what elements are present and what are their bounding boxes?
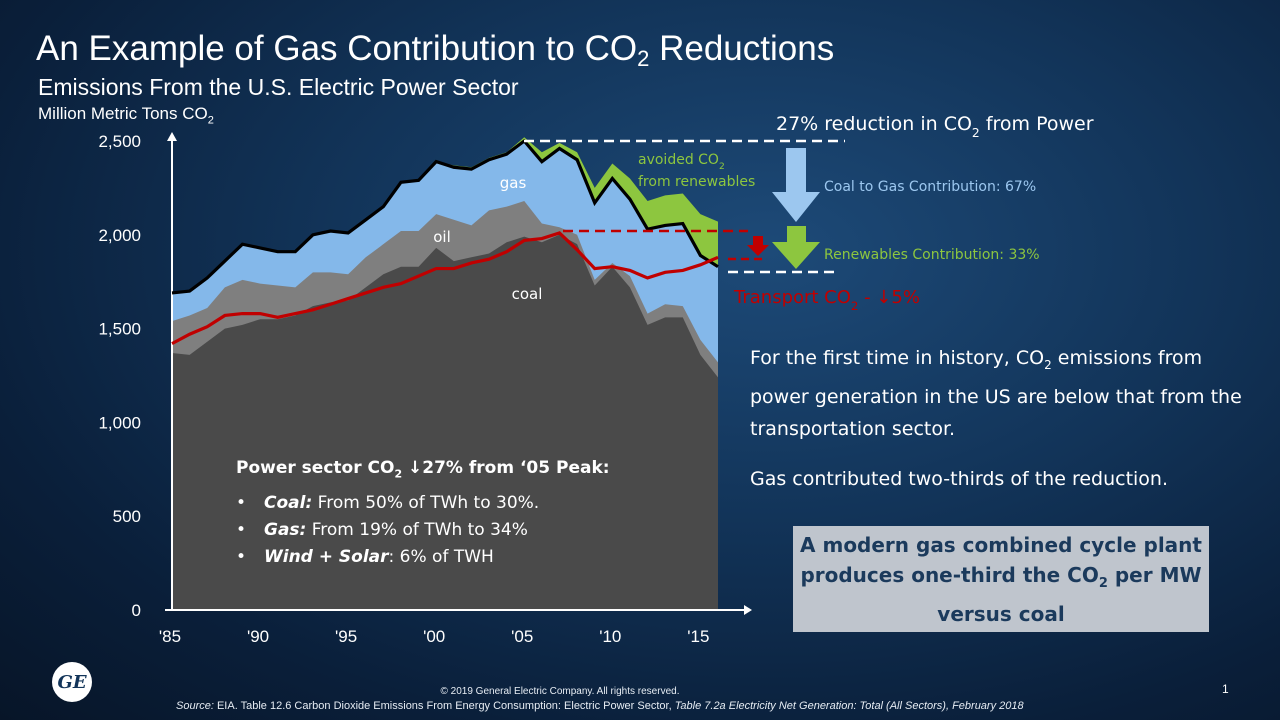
y-axis-arrow xyxy=(167,132,177,141)
gas-contribution-paragraph: Gas contributed two-thirds of the reduct… xyxy=(750,468,1169,490)
x-tick-label: '85 xyxy=(159,627,181,646)
series-label-coal: coal xyxy=(512,285,543,303)
page-number: 1 xyxy=(1222,682,1229,696)
x-axis-arrow xyxy=(744,605,752,615)
y-tick-label: 0 xyxy=(132,601,141,620)
x-tick-label: '05 xyxy=(511,627,533,646)
transport-down-arrow xyxy=(747,236,769,256)
y-tick-label: 500 xyxy=(113,507,141,526)
page-subtitle: Emissions From the U.S. Electric Power S… xyxy=(38,74,519,100)
x-tick-label: '90 xyxy=(247,627,269,646)
source-note: Source: EIA. Table 12.6 Carbon Dioxide E… xyxy=(176,700,1024,712)
note-bullet-gas: • Gas: From 19% of TWh to 34% xyxy=(236,520,528,541)
avoided-label-line1: avoided CO2 xyxy=(638,152,725,172)
history-paragraph: For the first time in history, CO2 emiss… xyxy=(750,347,1242,440)
transport-label: Transport CO2 - ↓5% xyxy=(733,287,920,313)
power-total-line xyxy=(171,138,719,295)
x-tick-label: '00 xyxy=(423,627,445,646)
power-sector-note: Power sector CO2 ↓27% from ‘05 Peak: • Co… xyxy=(236,458,696,571)
x-tick-label: '15 xyxy=(687,627,709,646)
page-title: An Example of Gas Contribution to CO2 Re… xyxy=(36,29,835,71)
series-label-oil: oil xyxy=(433,228,451,246)
note-heading: Power sector CO2 ↓27% from ‘05 Peak: xyxy=(236,458,610,481)
y-tick-label: 2,000 xyxy=(98,226,141,245)
y-tick-label: 1,500 xyxy=(98,320,141,339)
x-tick-label: '10 xyxy=(599,627,621,646)
area-coal xyxy=(172,234,718,611)
x-tick-label: '95 xyxy=(335,627,357,646)
callout-box: A modern gas combined cycle plant produc… xyxy=(793,526,1209,632)
copyright: © 2019 General Electric Company. All rig… xyxy=(440,686,680,697)
coal-to-gas-arrow xyxy=(772,148,820,222)
avoided-label-line2: from renewables xyxy=(638,174,755,190)
axes-layer: 0 500 1,000 1,500 2,000 2,500 '85 '90 '95 '00 '05 '… xyxy=(98,132,752,646)
y-axis-units: Million Metric Tons CO2 xyxy=(38,104,214,127)
y-tick-label: 2,500 xyxy=(98,132,141,151)
renewables-arrow xyxy=(772,226,820,269)
reduction-label: 27% reduction in CO2 from Power xyxy=(776,113,1094,140)
lines-layer xyxy=(171,138,719,346)
y-tick-label: 1,000 xyxy=(98,413,141,432)
series-label-gas: gas xyxy=(500,174,527,192)
annotation-layer: gas oil coal 27% reduction in CO2 from Powe… xyxy=(433,113,1093,313)
renewables-label: Renewables Contribution: 33% xyxy=(824,247,1040,263)
coal-to-gas-label: Coal to Gas Contribution: 67% xyxy=(824,179,1036,195)
transport-line xyxy=(171,231,719,346)
ge-logo: GE xyxy=(52,662,92,702)
note-bullet-coal: • Coal: From 50% of TWh to 30%. xyxy=(236,493,540,514)
note-bullet-wind-solar: • Wind + Solar: 6% of TWH xyxy=(236,547,494,568)
